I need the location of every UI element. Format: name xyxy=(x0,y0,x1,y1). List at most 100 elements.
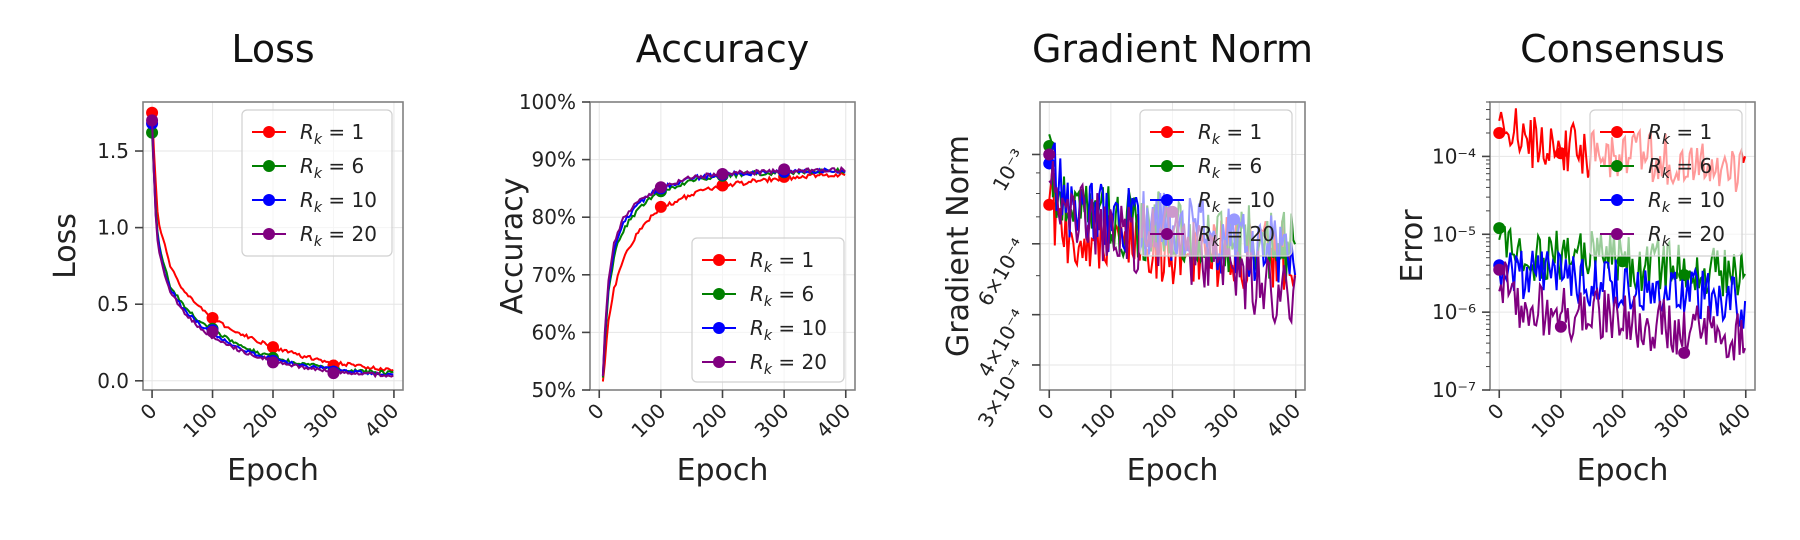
series-point-r-k-20 xyxy=(146,114,159,127)
legend-entry-r-k-20: Rk = 20 xyxy=(1648,222,1725,250)
series-point-r-k-1 xyxy=(1493,126,1506,139)
x-tick-label: 400 xyxy=(359,399,403,443)
series-point-r-k-1 xyxy=(1554,147,1567,160)
panel-consensus: 0 100 200 300 400 10⁻⁷ 10⁻⁶ 10⁻⁵ 10⁻⁴ Consensus Ep… xyxy=(1395,27,1756,488)
y-tick-label: 1.0 xyxy=(97,216,129,240)
series-point-r-k-1 xyxy=(267,341,279,354)
chart-title: Gradient Norm xyxy=(1032,27,1313,71)
x-axis-label: Epoch xyxy=(227,453,319,488)
legend-swatch-marker xyxy=(713,254,725,266)
y-axis-label: Gradient Norm xyxy=(941,135,976,357)
legend-entry-r-k-1: Rk = 1 xyxy=(1648,120,1712,148)
x-tick-label: 400 xyxy=(1711,399,1755,443)
y-tick-label: 1.5 xyxy=(97,139,129,163)
legend-swatch-marker xyxy=(713,288,725,300)
series-point-r-k-20 xyxy=(327,367,340,380)
series-point-r-k-6 xyxy=(1493,222,1506,235)
legend-box xyxy=(691,237,845,383)
series-line-r-k-10 xyxy=(1498,249,1747,329)
legend-swatch-marker xyxy=(263,126,275,138)
series-point-r-k-20 xyxy=(778,163,791,176)
legend-swatch-marker xyxy=(263,160,275,172)
x-tick-label: 300 xyxy=(750,399,794,443)
panel-accuracy: 0 100 200 300 400 50% 60% 70% 80% 90% 100% Accuracy… xyxy=(495,27,856,488)
series-point-r-k-20 xyxy=(267,356,279,369)
x-tick-label: 200 xyxy=(239,399,283,443)
y-tick-label: 0.5 xyxy=(97,292,129,316)
x-tick-label: 200 xyxy=(1588,399,1632,443)
legend-swatch-marker xyxy=(1161,194,1173,206)
series-point-r-k-6 xyxy=(1678,268,1691,281)
legend-entry-r-k-6: Rk = 6 xyxy=(1648,154,1712,182)
legend-entry-r-k-10: Rk = 10 xyxy=(1648,188,1725,216)
legend-entry-r-k-10: Rk = 10 xyxy=(1198,188,1275,216)
y-tick-label: 10⁻⁶ xyxy=(1432,300,1476,324)
legend-entry-r-k-1: Rk = 1 xyxy=(750,248,814,276)
x-tick-label: 300 xyxy=(1650,399,1694,443)
series-point-r-k-1 xyxy=(654,200,667,213)
series-point-r-k-20 xyxy=(206,325,219,338)
series-point-r-k-20 xyxy=(716,168,729,180)
x-tick-label: 300 xyxy=(299,399,343,443)
legend-swatch-marker xyxy=(1611,228,1623,240)
legend-swatch-marker xyxy=(1611,160,1623,172)
legend-entry-r-k-20: Rk = 20 xyxy=(750,350,827,378)
legend-box xyxy=(1589,109,1743,257)
legend-swatch-marker xyxy=(1161,160,1173,172)
legend: Rk = 1 Rk = 6 Rk = 10 Rk = 20 xyxy=(1589,109,1743,257)
legend-swatch-marker xyxy=(713,356,725,368)
y-tick-label: 0.0 xyxy=(97,369,129,393)
y-tick-label: 80% xyxy=(532,205,576,229)
legend-entry-r-k-6: Rk = 6 xyxy=(300,154,364,182)
legend: Rk = 1 Rk = 6 Rk = 10 Rk = 20 xyxy=(241,109,393,257)
legend: Rk = 1 Rk = 6 Rk = 10 Rk = 20 xyxy=(1139,109,1293,257)
y-axis-label: Error xyxy=(1395,209,1430,283)
legend-box xyxy=(1139,109,1293,257)
y-tick-label: 90% xyxy=(532,148,576,172)
series-point-r-k-1 xyxy=(206,312,219,324)
series-point-r-k-20 xyxy=(654,181,667,194)
x-axis-label: Epoch xyxy=(1577,453,1669,488)
y-axis-label: Accuracy xyxy=(495,178,530,315)
y-tick-label: 10⁻³ xyxy=(988,145,1031,195)
legend-entry-r-k-20: Rk = 20 xyxy=(300,222,377,250)
series-point-r-k-20 xyxy=(1678,346,1691,359)
x-tick-label: 100 xyxy=(626,399,670,443)
x-tick-label: 300 xyxy=(1200,399,1244,443)
y-tick-label: 6×10⁻⁴ xyxy=(973,234,1031,310)
chart-title: Accuracy xyxy=(636,27,810,71)
y-tick-label: 10⁻⁴ xyxy=(1432,144,1476,168)
x-tick-label: 100 xyxy=(1526,399,1570,443)
x-tick-label: 400 xyxy=(1261,399,1305,443)
series-point-r-k-6 xyxy=(1616,255,1629,268)
legend-entry-r-k-20: Rk = 20 xyxy=(1198,222,1275,250)
y-axis-label: Loss xyxy=(48,213,83,279)
y-tick-label: 50% xyxy=(532,378,576,402)
panel-gradient-norm: 0 100 200 300 4003×10⁻⁴4×10⁻⁴6×10⁻⁴10⁻³Gradi… xyxy=(941,27,1313,488)
x-tick-label: 0 xyxy=(1033,399,1059,425)
x-tick-label: 200 xyxy=(1138,399,1182,443)
chart-title: Loss xyxy=(231,27,314,71)
series-line-r-k-20 xyxy=(1498,261,1747,361)
legend-swatch-marker xyxy=(1161,126,1173,138)
x-tick-label: 100 xyxy=(178,399,222,443)
series-point-r-k-20 xyxy=(1554,320,1567,333)
legend-swatch-marker xyxy=(1611,194,1623,206)
legend-swatch-marker xyxy=(263,228,275,240)
series-point-r-k-1 xyxy=(1043,198,1056,211)
legend-entry-r-k-1: Rk = 1 xyxy=(1198,120,1262,148)
series-point-r-k-20 xyxy=(1043,148,1056,161)
y-tick-label: 70% xyxy=(532,263,576,287)
x-tick-label: 400 xyxy=(811,399,855,443)
legend-swatch-marker xyxy=(263,194,275,206)
y-tick-label: 60% xyxy=(532,320,576,344)
y-tick-label: 100% xyxy=(519,90,576,114)
panel-loss: 0 100 200 300 400 0.0 0.5 1.0 1.5 Loss Epoch Loss Rk… xyxy=(48,27,404,488)
legend-entry-r-k-6: Rk = 6 xyxy=(750,282,814,310)
legend-entry-r-k-10: Rk = 10 xyxy=(300,188,377,216)
x-tick-label: 0 xyxy=(1483,399,1509,425)
y-tick-label: 10⁻⁷ xyxy=(1432,378,1476,402)
legend-entry-r-k-1: Rk = 1 xyxy=(300,120,364,148)
chart-title: Consensus xyxy=(1520,27,1725,71)
